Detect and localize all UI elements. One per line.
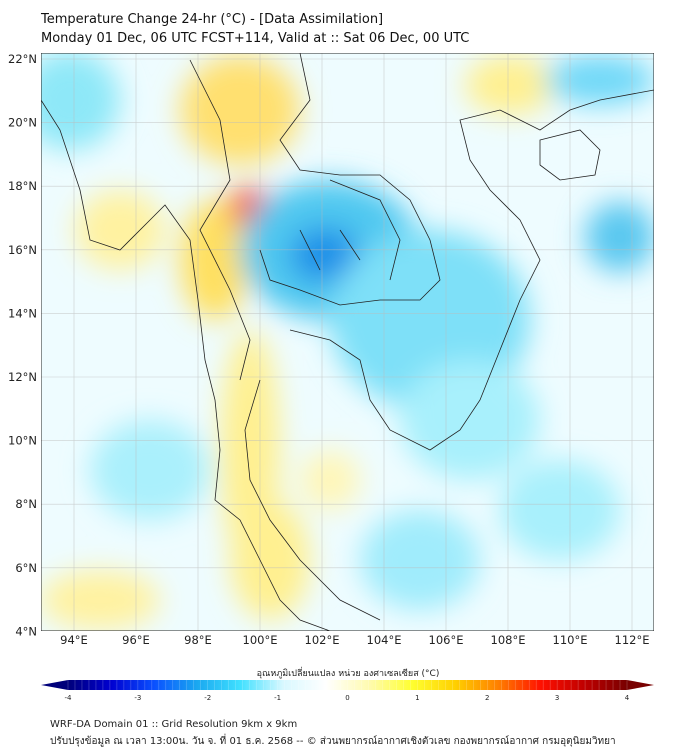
- latitude-labels: 22°N 20°N 18°N 16°N 14°N 12°N 10°N 8°N 6°N 4°N: [8, 52, 37, 638]
- lat-label: 4°N: [15, 624, 37, 638]
- lat-label: 8°N: [15, 497, 37, 511]
- footer-model-info: WRF-DA Domain 01 :: Grid Resolution 9km …: [50, 719, 298, 730]
- lat-label: 16°N: [8, 243, 37, 257]
- lon-label: 94°E: [60, 633, 88, 647]
- lat-label: 10°N: [8, 434, 37, 448]
- chart-title: Temperature Change 24-hr (°C) - [Data As…: [41, 12, 384, 27]
- lon-label: 98°E: [184, 633, 212, 647]
- colorbar-tick: -3: [134, 694, 141, 702]
- lat-label: 20°N: [8, 116, 37, 130]
- colorbar-tick: -4: [65, 694, 73, 702]
- lat-label: 14°N: [8, 306, 37, 320]
- colorbar-tick: -1: [274, 694, 281, 702]
- lon-label: 96°E: [122, 633, 150, 647]
- colorbar-gradient: [68, 680, 627, 690]
- lon-label: 100°E: [243, 633, 278, 647]
- lon-label: 108°E: [491, 633, 526, 647]
- chart-subtitle: Monday 01 Dec, 06 UTC FCST+114, Valid at…: [41, 31, 470, 46]
- lat-label: 22°N: [8, 52, 37, 66]
- temperature-field: [41, 53, 654, 631]
- colorbar-tick: 1: [415, 694, 419, 702]
- footer-credits: ปรับปรุงข้อมูล ณ เวลา 13:00น. วัน จ. ที่…: [50, 736, 616, 747]
- colorbar-max-arrow: [627, 680, 654, 690]
- lat-label: 6°N: [15, 561, 37, 575]
- lat-label: 18°N: [8, 179, 37, 193]
- graticule: [41, 53, 654, 631]
- lon-label: 104°E: [367, 633, 402, 647]
- colorbar-min-arrow: [41, 680, 68, 690]
- colorbar-tick: -2: [204, 694, 211, 702]
- colorbar-tick: 4: [625, 694, 630, 702]
- lon-label: 106°E: [429, 633, 464, 647]
- lon-label: 102°E: [305, 633, 340, 647]
- colorbar-tick: 0: [345, 694, 349, 702]
- lat-label: 12°N: [8, 370, 37, 384]
- lon-label: 110°E: [553, 633, 588, 647]
- colorbar-label: อุณหภูมิเปลี่ยนแปลง หน่วย องศาเซลเซียส (…: [257, 666, 440, 679]
- coastlines-and-borders: [41, 53, 654, 631]
- longitude-labels: 94°E 96°E 98°E 100°E 102°E 104°E 106°E 108°E 110…: [60, 633, 649, 647]
- lon-label: 112°E: [615, 633, 650, 647]
- colorbar: อุณหภูมิเปลี่ยนแปลง หน่วย องศาเซลเซียส (…: [41, 666, 654, 702]
- colorbar-tick: 2: [485, 694, 489, 702]
- colorbar-tick: 3: [555, 694, 559, 702]
